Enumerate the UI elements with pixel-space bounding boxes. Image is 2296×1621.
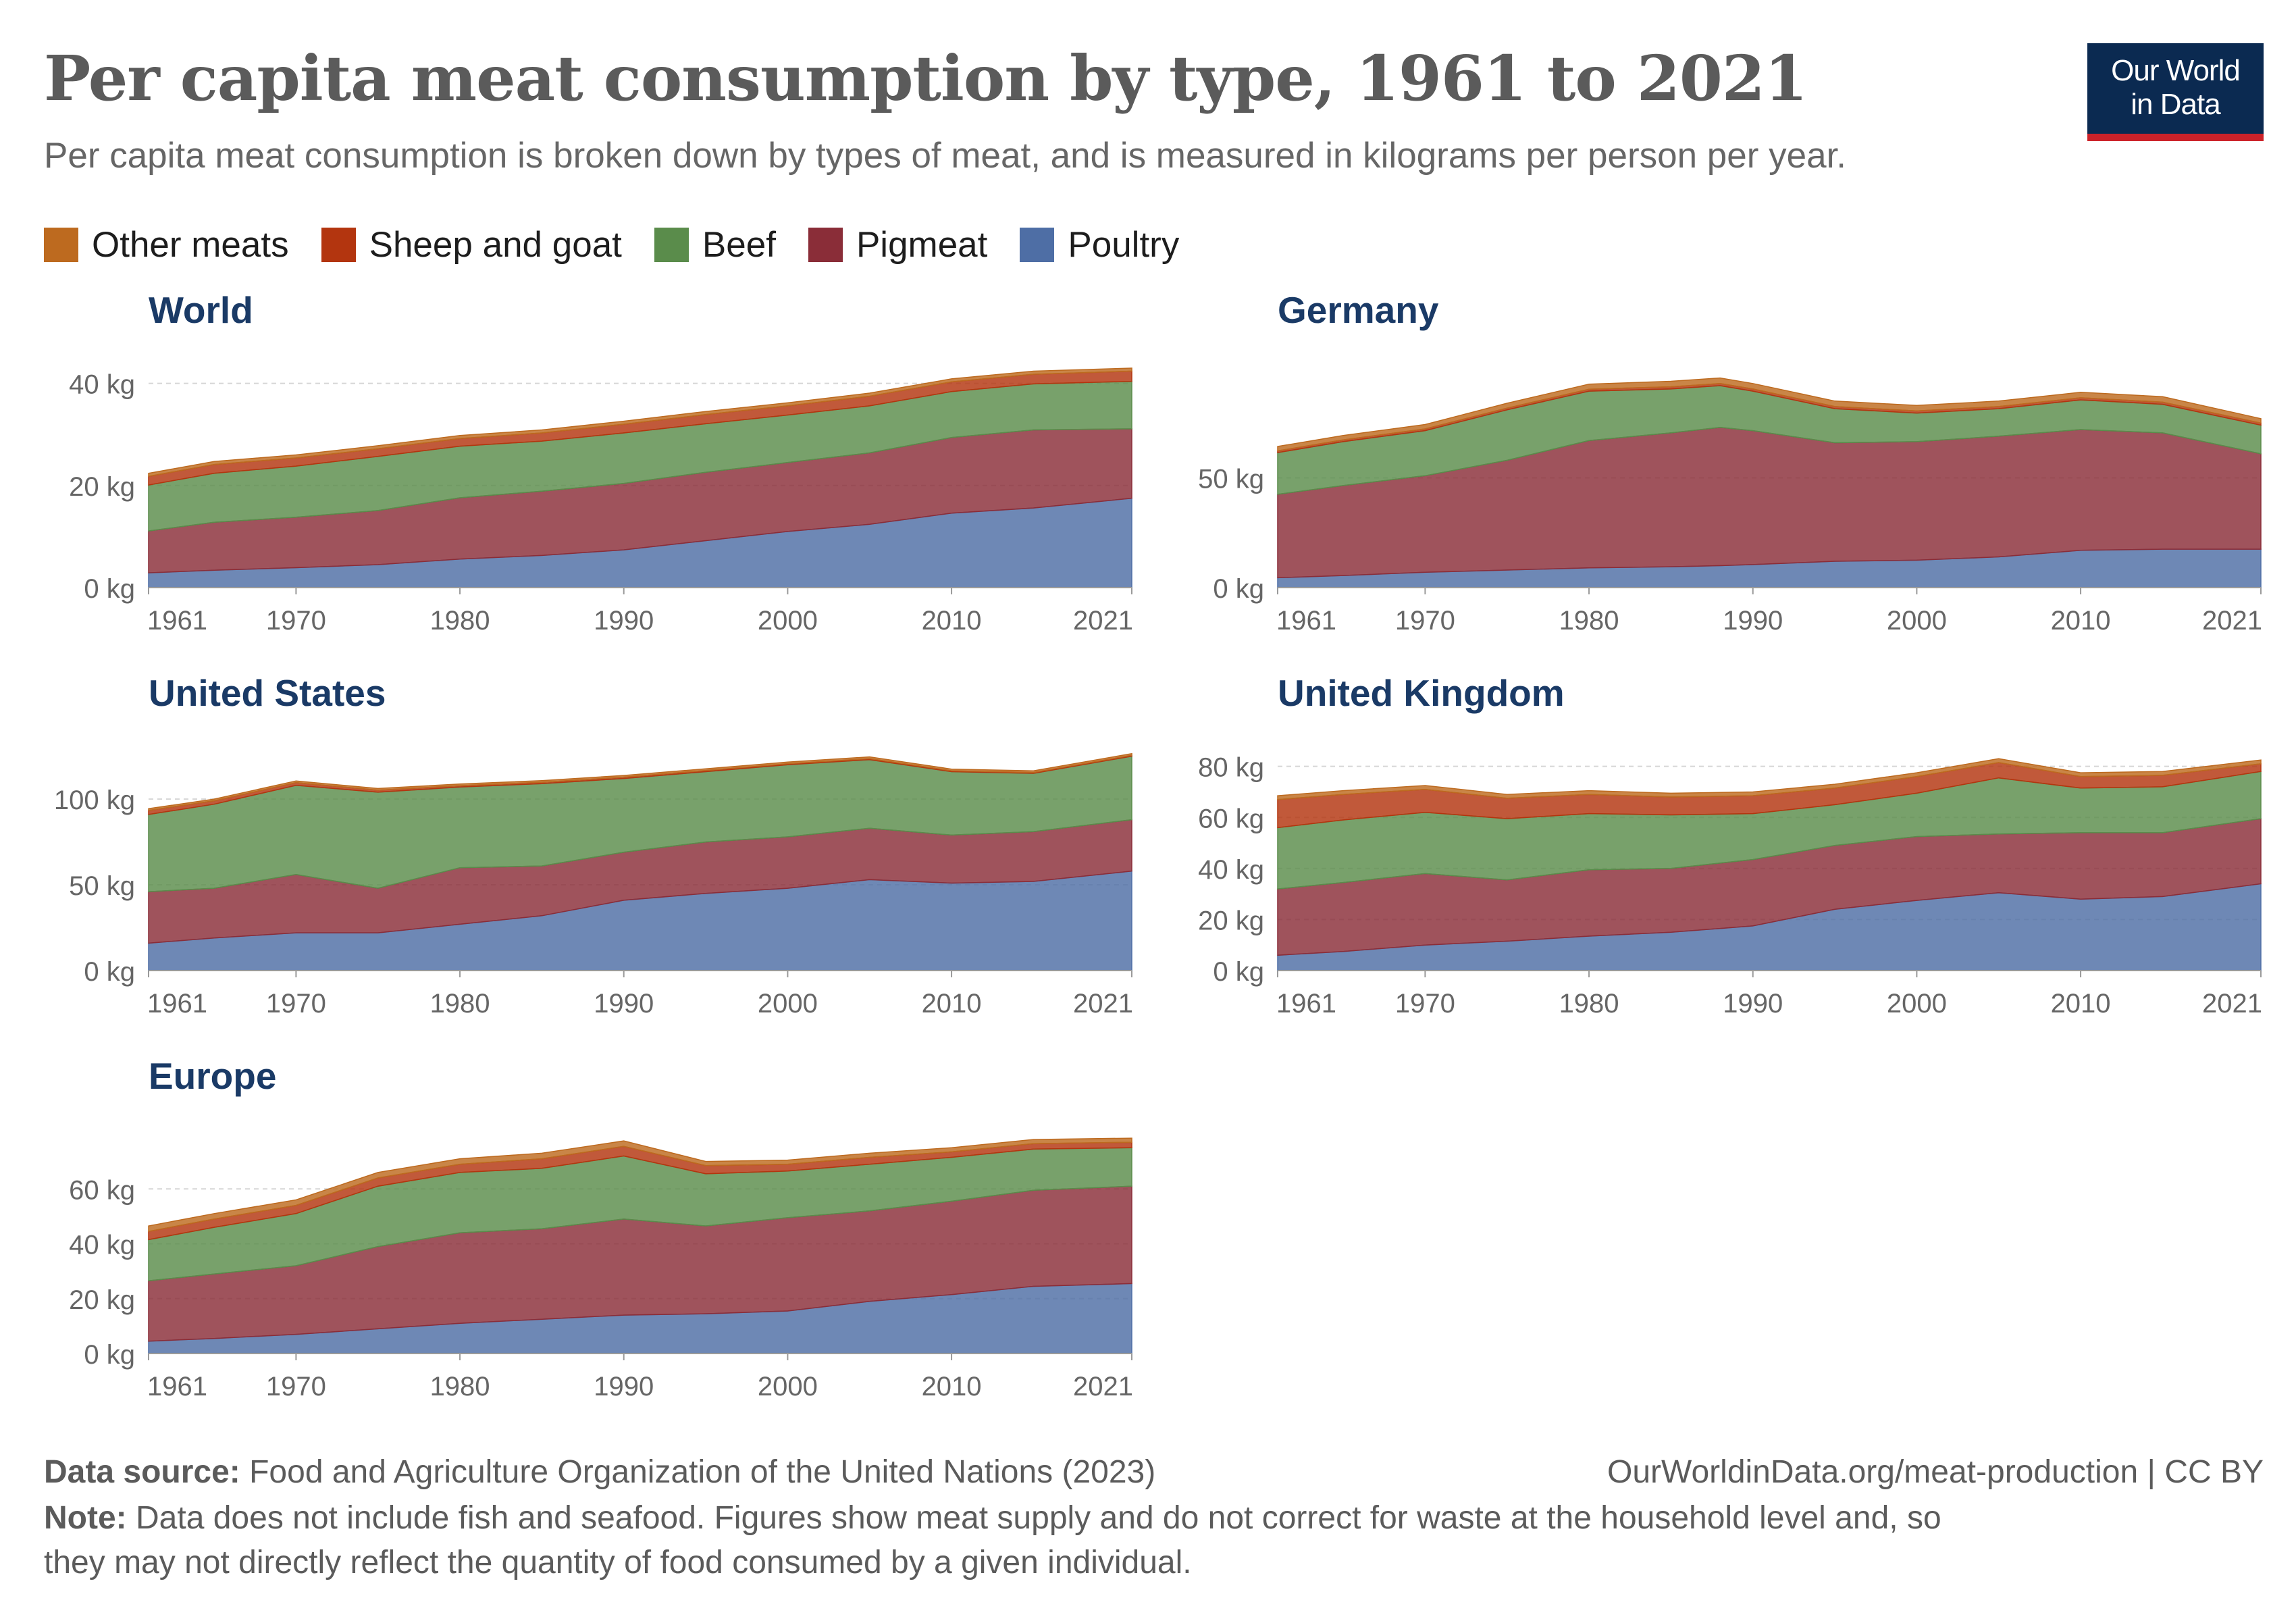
panel-title: World [149, 289, 253, 331]
legend: Other meats Sheep and goat Beef Pigmeat … [44, 224, 1211, 265]
x-tick-label: 1980 [430, 606, 490, 636]
legend-swatch [654, 228, 689, 262]
x-tick-label: 1970 [1395, 606, 1455, 636]
x-tick-label: 2000 [1887, 989, 1947, 1019]
y-tick-label: 0 kg [84, 957, 135, 987]
panel-world: World 0 kg 20 kg 40 kg 1961 1970 1980 1990 2000 2… [69, 289, 1133, 636]
area-other-meats[interactable] [1277, 377, 2262, 452]
source-label: Data source: [44, 1454, 240, 1490]
x-tick-label: 1961 [1276, 606, 1336, 636]
x-tick-label: 2010 [922, 1372, 982, 1401]
source-line: Data source: Food and Agriculture Organi… [44, 1453, 1155, 1491]
y-tick-label: 80 kg [1198, 753, 1264, 783]
panel-title: Europe [149, 1055, 276, 1097]
x-tick-label: 1990 [594, 989, 654, 1019]
x-tick-label: 1961 [147, 989, 207, 1019]
y-tick-label: 40 kg [1198, 855, 1264, 885]
source-url[interactable]: OurWorldinData.org/meat-production | CC … [1607, 1454, 2264, 1490]
y-tick-label: 50 kg [1198, 465, 1264, 494]
x-tick-label: 1990 [1723, 989, 1783, 1019]
area-other-meats[interactable] [148, 752, 1132, 811]
x-tick-label: 2021 [2202, 606, 2262, 636]
x-tick-label: 2010 [2051, 989, 2111, 1019]
y-tick-label: 20 kg [69, 1285, 135, 1315]
y-tick-label: 0 kg [1213, 574, 1264, 604]
x-tick-label: 1980 [1559, 606, 1619, 636]
y-tick-label: 60 kg [1198, 804, 1264, 833]
x-tick-label: 1980 [430, 1372, 490, 1401]
logo-line-1: Our World [2111, 54, 2241, 87]
y-tick-label: 20 kg [1198, 906, 1264, 935]
y-tick-label: 60 kg [69, 1175, 135, 1205]
note-text-1: Data does not include fish and seafood. … [136, 1500, 1941, 1536]
legend-item-sheep-and-goat[interactable]: Sheep and goat [321, 224, 622, 265]
x-tick-label: 2021 [1073, 1372, 1133, 1401]
legend-item-poultry[interactable]: Poultry [1020, 224, 1179, 265]
note-line-1: Note: Data does not include fish and sea… [44, 1499, 1941, 1537]
legend-item-pigmeat[interactable]: Pigmeat [808, 224, 987, 265]
legend-item-other-meats[interactable]: Other meats [44, 224, 289, 265]
legend-label: Other meats [92, 225, 289, 265]
y-tick-label: 100 kg [54, 786, 135, 815]
panel-title: United Kingdom [1278, 672, 1565, 714]
panel-title: United States [149, 672, 386, 714]
x-tick-label: 2010 [922, 989, 982, 1019]
legend-swatch [1020, 228, 1055, 262]
area-other-meats[interactable] [148, 1137, 1132, 1233]
owid-logo[interactable]: Our World in Data [2087, 43, 2264, 141]
x-tick-label: 1970 [266, 989, 326, 1019]
x-tick-label: 1961 [147, 606, 207, 636]
x-tick-label: 2000 [758, 989, 818, 1019]
note-text-2: they may not directly reflect the quanti… [44, 1545, 1192, 1580]
x-tick-label: 1970 [1395, 989, 1455, 1019]
x-tick-label: 2021 [2202, 989, 2262, 1019]
source-text[interactable]: Food and Agriculture Organization of the… [249, 1454, 1156, 1490]
x-tick-label: 1970 [266, 606, 326, 636]
x-tick-label: 2000 [1887, 606, 1947, 636]
x-tick-label: 1990 [594, 1372, 654, 1401]
x-tick-label: 1980 [1559, 989, 1619, 1019]
legend-swatch [44, 228, 78, 262]
chart-subtitle: Per capita meat consumption is broken do… [44, 136, 1847, 176]
area-other-meats[interactable] [1277, 758, 2262, 800]
x-tick-label: 1990 [594, 606, 654, 636]
x-tick-label: 2010 [922, 606, 982, 636]
legend-label: Beef [702, 225, 776, 265]
panel-europe: Europe 0 kg 20 kg 40 kg 60 kg 1961 1970 1980 199… [69, 1055, 1133, 1401]
x-tick-label: 2010 [2051, 606, 2111, 636]
y-tick-label: 0 kg [84, 1340, 135, 1370]
legend-label: Sheep and goat [369, 225, 622, 265]
y-tick-label: 40 kg [69, 370, 135, 400]
x-tick-label: 2021 [1073, 989, 1133, 1019]
legend-swatch [321, 228, 356, 262]
x-tick-label: 1970 [266, 1372, 326, 1401]
x-tick-label: 1980 [430, 989, 490, 1019]
legend-swatch [808, 228, 843, 262]
x-tick-label: 1961 [147, 1372, 207, 1401]
panel-united-kingdom: United Kingdom 0 kg 20 kg 40 kg 60 kg 80 kg 19… [1198, 672, 2262, 1019]
panel-germany: Germany 0 kg 50 kg 1961 1970 1980 1990 2000 2010… [1198, 289, 2262, 636]
legend-label: Pigmeat [856, 225, 988, 265]
note-label: Note: [44, 1500, 127, 1536]
y-tick-label: 40 kg [69, 1231, 135, 1260]
logo-line-2: in Data [2131, 88, 2220, 121]
y-tick-label: 0 kg [84, 574, 135, 604]
legend-item-beef[interactable]: Beef [654, 224, 776, 265]
x-tick-label: 1990 [1723, 606, 1783, 636]
y-tick-label: 50 kg [69, 871, 135, 901]
area-other-meats[interactable] [148, 367, 1132, 478]
y-tick-label: 20 kg [69, 472, 135, 502]
x-tick-label: 2021 [1073, 606, 1133, 636]
panel-united-states: United States 0 kg 50 kg 100 kg 1961 1970 1980… [54, 672, 1133, 1019]
chart-title: Per capita meat consumption by type, 196… [44, 42, 1808, 115]
x-tick-label: 2000 [758, 606, 818, 636]
x-tick-label: 1961 [1276, 989, 1336, 1019]
legend-label: Poultry [1068, 225, 1180, 265]
panel-title: Germany [1278, 289, 1439, 331]
y-tick-label: 0 kg [1213, 957, 1264, 987]
x-tick-label: 2000 [758, 1372, 818, 1401]
